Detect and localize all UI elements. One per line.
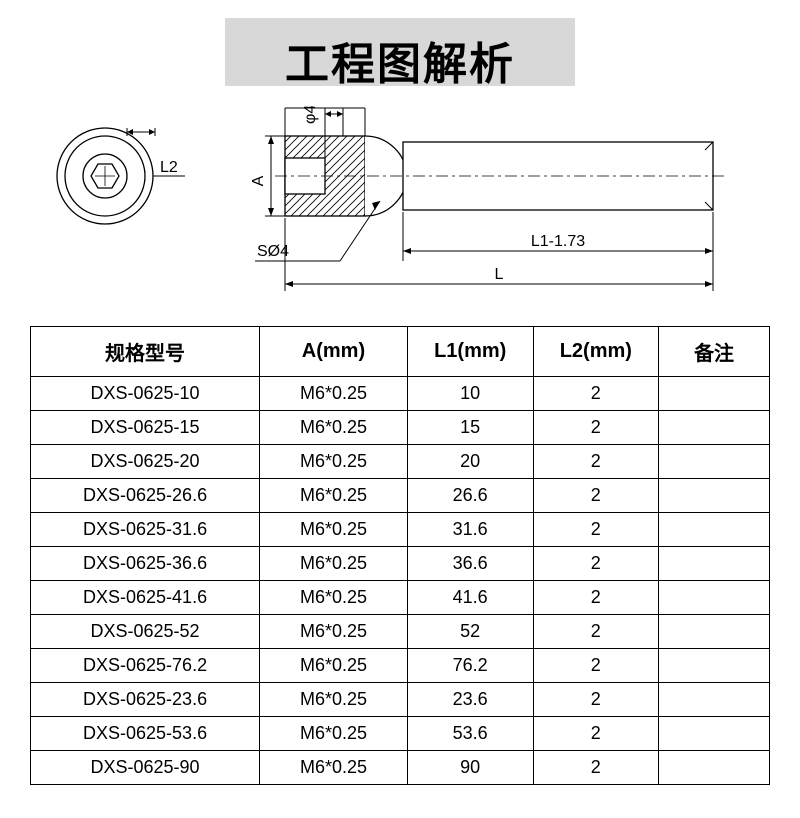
th-model: 规格型号 [31,327,260,377]
cell-L2: 2 [533,377,659,411]
front-view: L2 [57,128,185,224]
cell-A: M6*0.25 [260,615,408,649]
cell-L1: 53.6 [407,717,533,751]
table-row: DXS-0625-76.2M6*0.2576.22 [31,649,770,683]
table-row: DXS-0625-10M6*0.25102 [31,377,770,411]
table-row: DXS-0625-36.6M6*0.2536.62 [31,547,770,581]
table-row: DXS-0625-41.6M6*0.2541.62 [31,581,770,615]
cell-L1: 36.6 [407,547,533,581]
spec-table-wrap: 规格型号 A(mm) L1(mm) L2(mm) 备注 DXS-0625-10M… [30,326,770,785]
cell-L2: 2 [533,683,659,717]
cell-note [659,445,770,479]
cell-model: DXS-0625-20 [31,445,260,479]
cell-A: M6*0.25 [260,445,408,479]
label-L: L [495,266,504,283]
cell-note [659,547,770,581]
cell-A: M6*0.25 [260,547,408,581]
cell-note [659,649,770,683]
cell-L2: 2 [533,581,659,615]
cell-model: DXS-0625-36.6 [31,547,260,581]
th-L1: L1(mm) [407,327,533,377]
engineering-diagram: L2 A [30,106,770,316]
label-L2: L2 [160,159,178,176]
label-SO4: SØ4 [257,243,289,260]
cell-A: M6*0.25 [260,513,408,547]
title-block: 工程图解析 [0,18,800,86]
cell-L2: 2 [533,751,659,785]
label-L1dim: L1-1.73 [531,233,585,250]
table-row: DXS-0625-20M6*0.25202 [31,445,770,479]
th-A: A(mm) [260,327,408,377]
cell-note [659,581,770,615]
cell-note [659,717,770,751]
cell-L1: 15 [407,411,533,445]
cell-A: M6*0.25 [260,649,408,683]
spec-table: 规格型号 A(mm) L1(mm) L2(mm) 备注 DXS-0625-10M… [30,326,770,785]
table-row: DXS-0625-53.6M6*0.2553.62 [31,717,770,751]
label-phi450: φ4.50 [302,106,319,124]
cell-A: M6*0.25 [260,377,408,411]
cell-L2: 2 [533,717,659,751]
table-row: DXS-0625-52M6*0.25522 [31,615,770,649]
cell-note [659,751,770,785]
cell-A: M6*0.25 [260,683,408,717]
th-L2: L2(mm) [533,327,659,377]
table-header-row: 规格型号 A(mm) L1(mm) L2(mm) 备注 [31,327,770,377]
cell-L1: 41.6 [407,581,533,615]
cell-L1: 10 [407,377,533,411]
cell-A: M6*0.25 [260,717,408,751]
table-row: DXS-0625-15M6*0.25152 [31,411,770,445]
side-view: A φ4.50 SØ4 L1-1.73 [250,106,725,291]
table-row: DXS-0625-23.6M6*0.2523.62 [31,683,770,717]
cell-model: DXS-0625-76.2 [31,649,260,683]
table-row: DXS-0625-90M6*0.25902 [31,751,770,785]
cell-L2: 2 [533,513,659,547]
cell-A: M6*0.25 [260,581,408,615]
cell-model: DXS-0625-23.6 [31,683,260,717]
cell-L2: 2 [533,479,659,513]
cell-L1: 26.6 [407,479,533,513]
cell-A: M6*0.25 [260,751,408,785]
cell-note [659,683,770,717]
cell-L1: 31.6 [407,513,533,547]
cell-L2: 2 [533,547,659,581]
cell-L2: 2 [533,649,659,683]
cell-model: DXS-0625-10 [31,377,260,411]
cell-model: DXS-0625-26.6 [31,479,260,513]
cell-L2: 2 [533,445,659,479]
cell-model: DXS-0625-52 [31,615,260,649]
page-title: 工程图解析 [285,40,515,89]
cell-note [659,411,770,445]
cell-model: DXS-0625-90 [31,751,260,785]
cell-L1: 20 [407,445,533,479]
cell-L1: 52 [407,615,533,649]
cell-model: DXS-0625-53.6 [31,717,260,751]
cell-note [659,377,770,411]
table-row: DXS-0625-26.6M6*0.2526.62 [31,479,770,513]
label-A: A [250,175,267,186]
cell-A: M6*0.25 [260,479,408,513]
cell-L2: 2 [533,615,659,649]
cell-model: DXS-0625-15 [31,411,260,445]
cell-L2: 2 [533,411,659,445]
cell-model: DXS-0625-41.6 [31,581,260,615]
cell-note [659,615,770,649]
cell-model: DXS-0625-31.6 [31,513,260,547]
title-bg: 工程图解析 [225,18,575,86]
cell-L1: 90 [407,751,533,785]
table-row: DXS-0625-31.6M6*0.2531.62 [31,513,770,547]
cell-note [659,513,770,547]
cell-note [659,479,770,513]
th-note: 备注 [659,327,770,377]
cell-A: M6*0.25 [260,411,408,445]
cell-L1: 76.2 [407,649,533,683]
cell-L1: 23.6 [407,683,533,717]
